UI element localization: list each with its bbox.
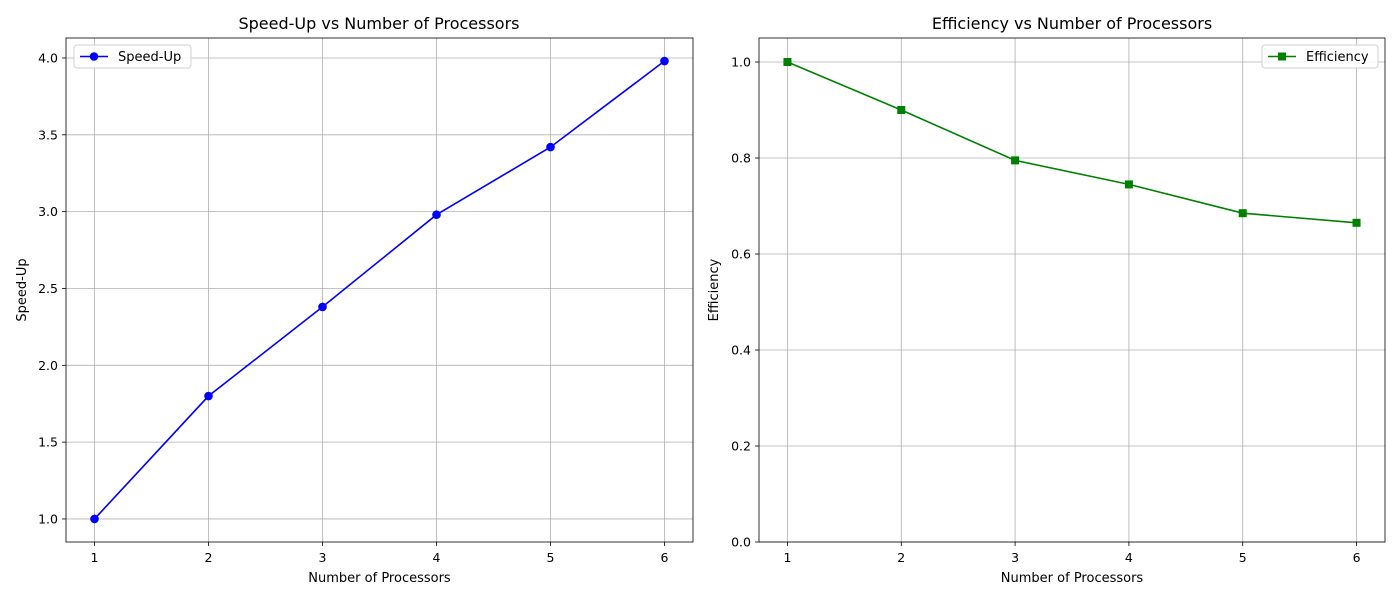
y-tick-label: 0.6 (731, 247, 751, 262)
x-tick-label: 3 (319, 550, 327, 565)
x-tick-label: 1 (91, 550, 99, 565)
data-point (1124, 180, 1133, 189)
legend-marker (1278, 52, 1286, 61)
x-tick-label: 5 (1239, 550, 1247, 565)
y-tick-label: 0.4 (731, 343, 751, 358)
y-tick-label: 0.8 (731, 151, 751, 166)
data-point (1352, 218, 1361, 227)
x-tick-label: 2 (205, 550, 213, 565)
y-tick-label: 3.0 (38, 204, 58, 219)
y-tick-label: 1.5 (38, 435, 58, 450)
chart-title: Efficiency vs Number of Processors (932, 14, 1212, 33)
data-point (1011, 156, 1020, 165)
data-point (90, 514, 99, 524)
data-point (1238, 209, 1247, 218)
y-tick-label: 1.0 (38, 511, 58, 526)
x-tick-label: 4 (433, 550, 441, 565)
y-tick-label: 0.0 (731, 535, 751, 550)
x-tick-label: 5 (547, 550, 555, 565)
plot-frame (65, 37, 694, 543)
x-tick-label: 1 (783, 550, 791, 565)
data-point (546, 142, 555, 152)
y-tick-label: 3.5 (38, 127, 58, 142)
y-tick-label: 2.5 (38, 281, 58, 296)
data-point (318, 302, 327, 312)
y-tick-label: 2.0 (38, 358, 58, 373)
data-point (432, 210, 441, 220)
x-axis-label: Number of Processors (1001, 571, 1144, 586)
x-tick-label: 2 (897, 550, 905, 565)
chart-title: Speed-Up vs Number of Processors (238, 14, 519, 33)
legend-label: Speed-Up (118, 50, 181, 65)
legend-marker (89, 52, 99, 61)
series-line (787, 61, 1357, 224)
x-axis-label: Number of Processors (308, 571, 451, 586)
y-tick-label: 4.0 (38, 50, 58, 65)
plot-frame (758, 37, 1386, 543)
legend (1261, 44, 1379, 69)
data-point (204, 391, 213, 401)
series-line (93, 60, 665, 520)
data-point (897, 106, 906, 114)
efficiency-chart: 1 2 3 4 5 6 0.0 0.2 0.4 0.6 0.8 1.0 Efficiency vs Nu… (707, 14, 1386, 586)
y-axis-label: Efficiency (707, 258, 722, 321)
legend (73, 44, 192, 69)
y-axis-label: Speed-Up (15, 258, 30, 321)
data-point (783, 58, 792, 66)
y-tick-label: 1.0 (731, 55, 751, 70)
x-tick-label: 6 (661, 550, 669, 565)
x-tick-label: 3 (1011, 550, 1019, 565)
legend-label: Efficiency (1306, 50, 1369, 65)
data-point (660, 56, 669, 66)
speedup-chart: 1 2 3 4 5 6 1.0 1.5 2.0 2.5 3.0 3.5 4.0 Speed-Up vs N… (15, 14, 694, 586)
y-tick-label: 0.2 (731, 439, 751, 454)
x-tick-label: 6 (1353, 550, 1361, 565)
x-tick-label: 4 (1125, 550, 1133, 565)
